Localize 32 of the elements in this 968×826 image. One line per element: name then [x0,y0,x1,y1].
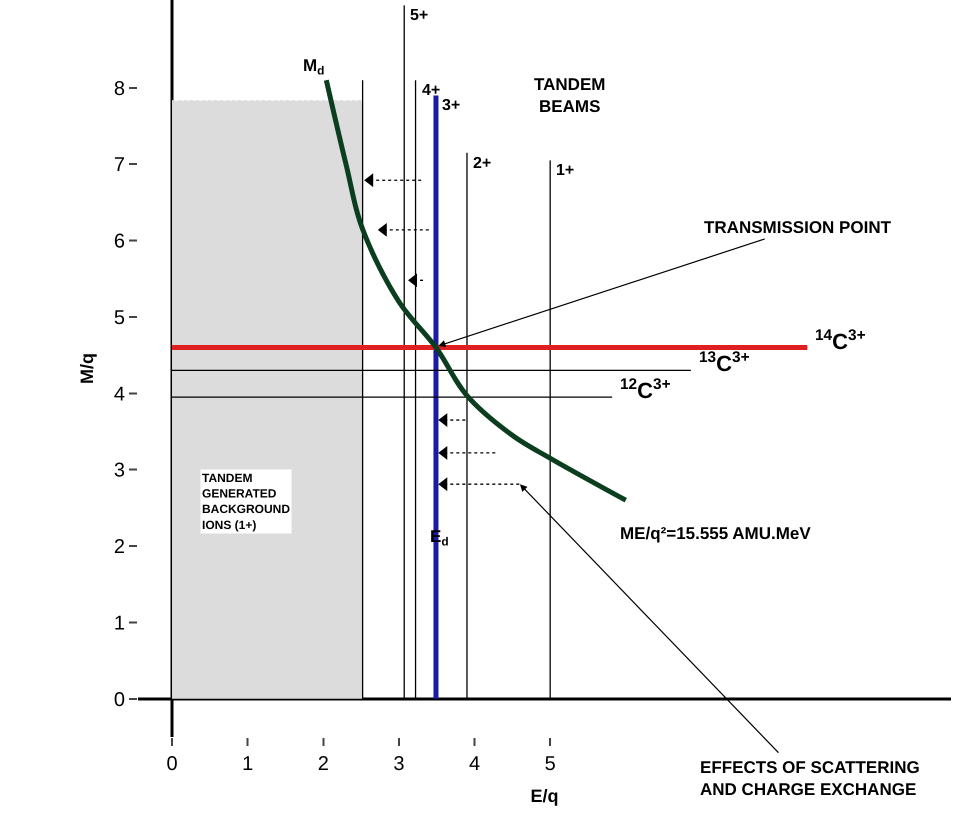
y-tick-label: 7 [114,154,125,176]
text: EFFECTS OF SCATTERING AND CHARGE EXCHANGE [700,758,920,800]
annotation: TANDEM BEAMS [534,75,606,116]
x-tick-label: 5 [544,753,556,775]
series-label: $^{14}$C$^{3+}$ [815,327,866,354]
x-tick-label: 0 [166,753,178,775]
y-tick-label: 4 [114,383,125,406]
series-label: 2+ [473,155,492,172]
annotation: TRANSMISSION POINT [704,218,892,237]
x-axis-title: E/q [530,786,559,806]
x-tick-label: 3 [393,753,404,775]
series-label: 5+ [410,7,428,24]
series-label: 1+ [556,162,574,179]
series-label: ME/q²=15.555 AMU.MeV [620,524,812,543]
annotation: M$_{d}$ [303,56,324,78]
x-tick-label: 1 [242,753,254,775]
y-tick-label: 0 [114,688,125,711]
series-label: 4+ [422,82,440,99]
y-tick-label: 1 [114,612,125,634]
series-label: $^{13}$C$^{3+}$ [699,349,750,376]
series-label: 3+ [442,97,460,114]
y-tick-label: 6 [114,230,125,253]
y-tick-label: 5 [114,306,125,329]
annotation: TANDEM GENERATED BACKGROUND IONS (1+) [202,471,290,532]
x-tick-label: 2 [318,753,329,775]
series-label: $^{12}$C$^{3+}$ [620,376,671,404]
y-tick-label: 3 [114,460,125,482]
x-tick-label: 4 [468,753,480,775]
annotation: E$_{d}$ [430,527,449,549]
y-axis-title: M/q [77,353,98,384]
y-tick-label: 8 [114,78,125,100]
y-tick-label: 2 [114,536,125,558]
